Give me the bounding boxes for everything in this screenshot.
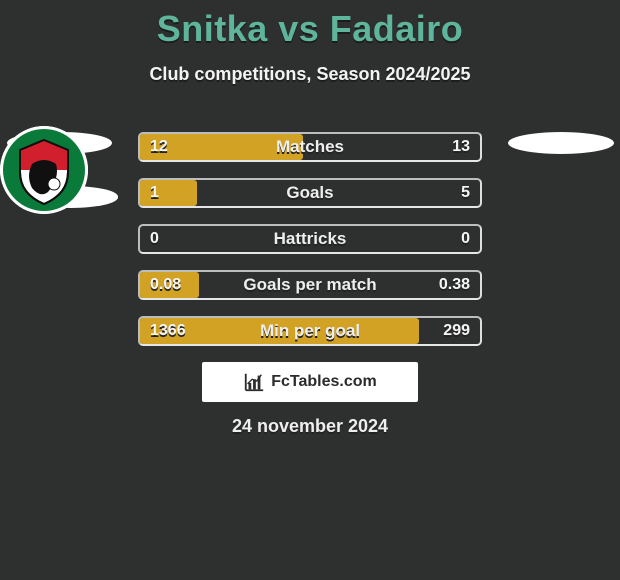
stat-label: Matches	[138, 132, 482, 162]
stat-label: Goals per match	[138, 270, 482, 300]
brand-box[interactable]: FcTables.com	[202, 362, 418, 402]
comparison-card: Snitka vs Fadairo Club competitions, Sea…	[0, 8, 620, 580]
right-player-club-crest	[0, 126, 88, 214]
stat-label: Goals	[138, 178, 482, 208]
bar-chart-icon	[243, 371, 265, 393]
stat-bars: 1213Matches 15Goals 00Hattricks 0.080.38Goa…	[138, 132, 482, 362]
stat-label: Min per goal	[138, 316, 482, 346]
card-title: Snitka vs Fadairo	[0, 8, 620, 50]
card-subtitle: Club competitions, Season 2024/2025	[0, 64, 620, 85]
snapshot-date: 24 november 2024	[0, 416, 620, 437]
club-crest-icon	[0, 126, 88, 214]
stat-row: 15Goals	[138, 178, 482, 208]
stat-row: 0.080.38Goals per match	[138, 270, 482, 300]
stat-row: 1213Matches	[138, 132, 482, 162]
stat-label: Hattricks	[138, 224, 482, 254]
right-player-badge-1	[508, 132, 614, 154]
stat-row: 1366299Min per goal	[138, 316, 482, 346]
brand-text: FcTables.com	[271, 373, 377, 391]
stat-row: 00Hattricks	[138, 224, 482, 254]
